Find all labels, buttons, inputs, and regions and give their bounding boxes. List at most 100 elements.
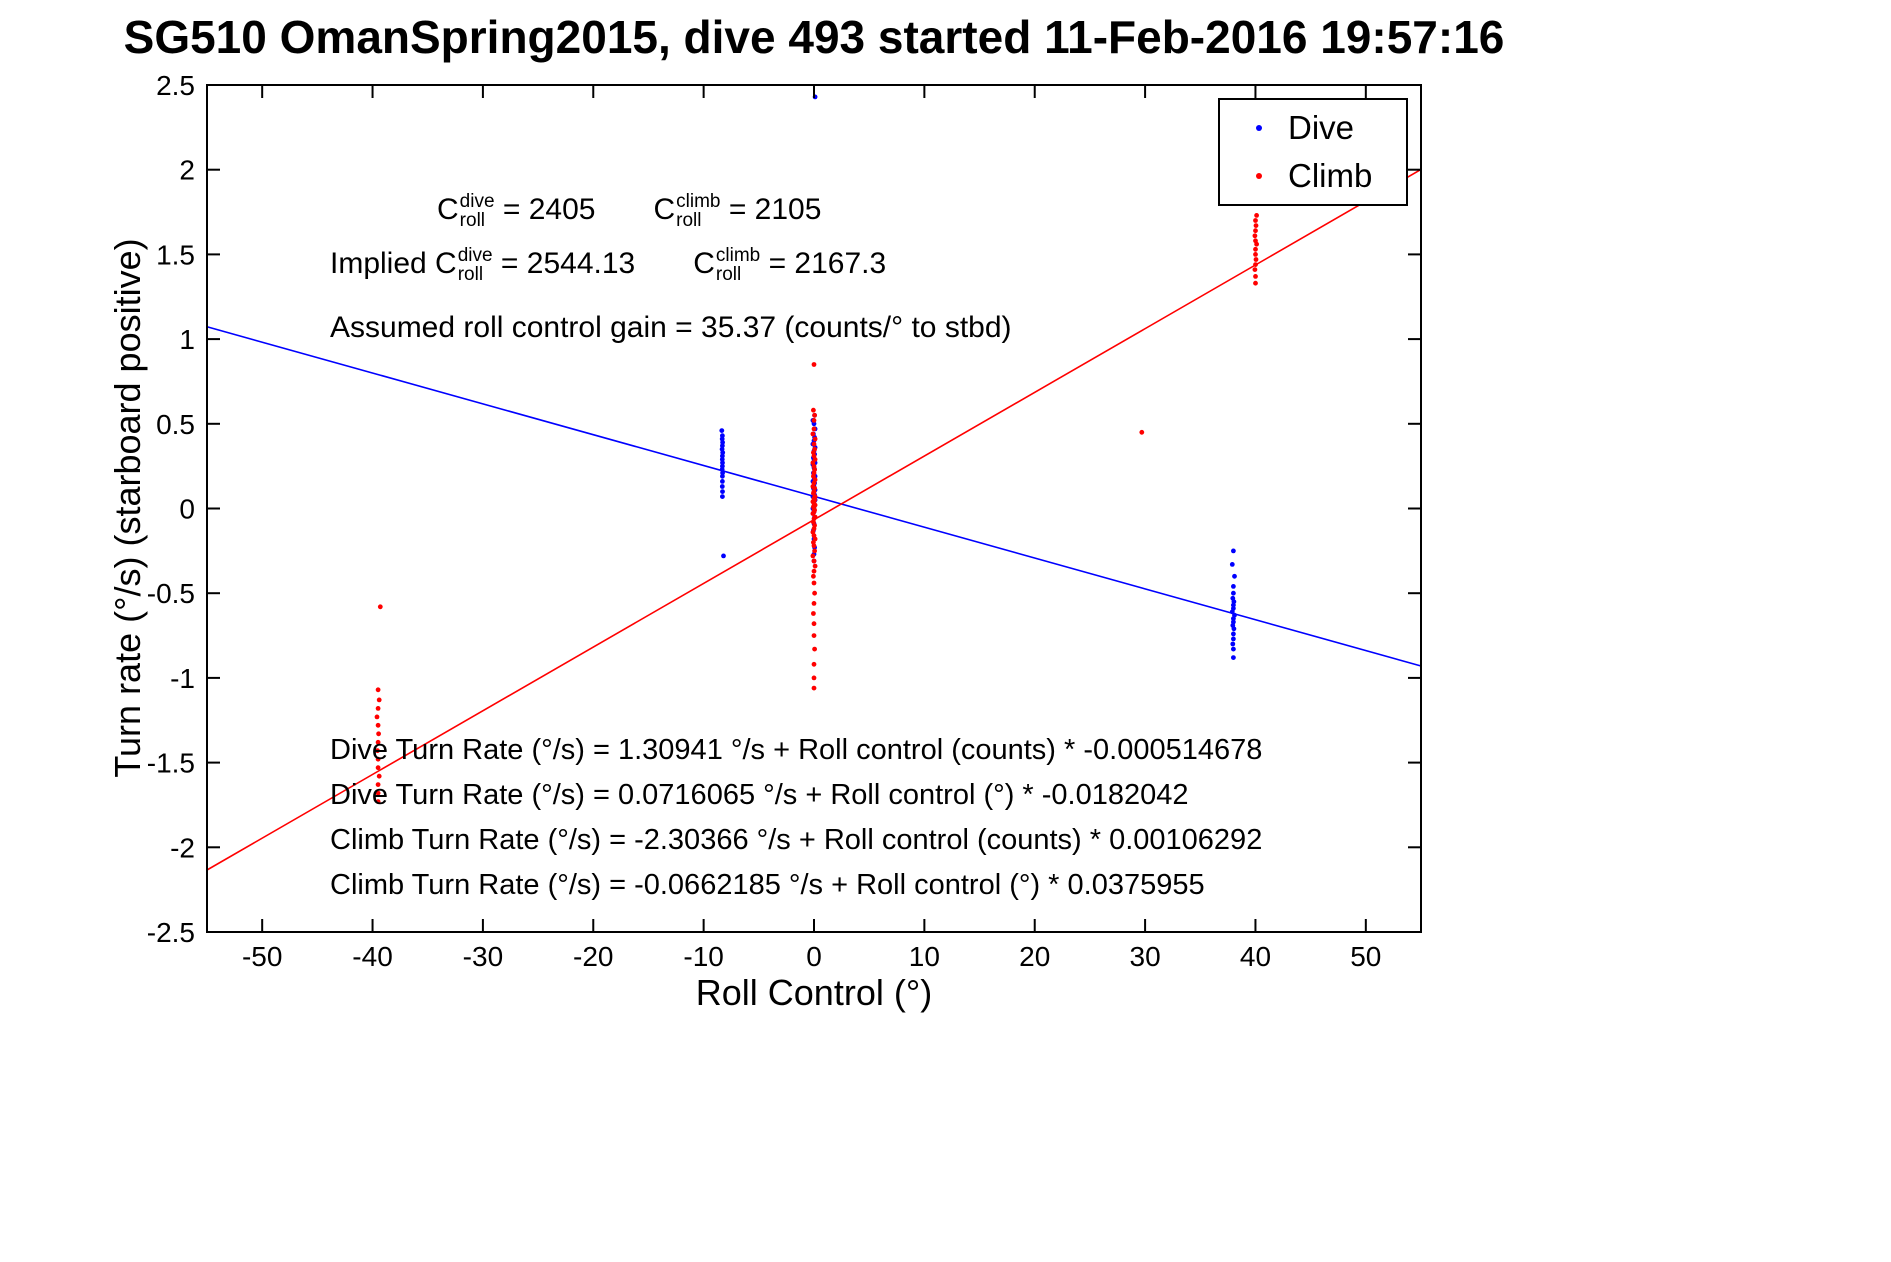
scatter-point xyxy=(810,431,816,437)
scatter-point xyxy=(1231,602,1236,608)
c-climb-sup: climb xyxy=(676,191,721,213)
legend-label-dive: Dive xyxy=(1288,109,1355,147)
x-tick-label: -30 xyxy=(463,941,503,972)
y-tick-label: -2.5 xyxy=(147,917,195,948)
scatter-point xyxy=(1231,646,1236,652)
x-tick-label: 30 xyxy=(1130,941,1161,972)
scatter-point xyxy=(1254,213,1259,218)
scatter-point xyxy=(375,748,380,754)
scatter-point xyxy=(812,412,817,418)
scatter-point xyxy=(1230,641,1236,647)
scatter-point xyxy=(720,479,725,484)
scatter-point xyxy=(811,685,817,691)
scatter-point xyxy=(812,563,818,569)
scatter-point xyxy=(1139,429,1145,435)
scatter-point xyxy=(720,453,725,459)
scatter-point xyxy=(1231,548,1236,554)
scatter-point xyxy=(377,604,383,610)
scatter-point xyxy=(1253,228,1258,234)
scatter-point xyxy=(376,697,382,703)
scatter-point xyxy=(812,548,817,554)
c-roll-climb-value: = 2105 xyxy=(720,193,822,226)
y-tick-label: 0 xyxy=(179,494,195,525)
scatter-point xyxy=(1231,616,1236,621)
y-tick-label: 1.5 xyxy=(156,239,195,270)
scatter-point xyxy=(1253,262,1258,267)
scatter-point xyxy=(811,441,817,447)
climb-marker-icon xyxy=(1256,172,1262,179)
legend-item-climb: Climb xyxy=(1220,157,1406,195)
y-tick-label: -2 xyxy=(170,832,195,863)
scatter-point xyxy=(1231,626,1237,632)
legend: Dive Climb xyxy=(1218,98,1408,206)
c-dive-sub: roll xyxy=(459,210,486,232)
scatter-point xyxy=(1252,267,1258,272)
scatter-point xyxy=(1253,218,1258,223)
scatter-point xyxy=(811,558,817,564)
implied-prefix: Implied xyxy=(330,247,436,280)
scatter-point xyxy=(1231,636,1236,642)
scatter-point xyxy=(812,646,817,652)
implied-c-roll-dive-value: = 2544.13 xyxy=(492,247,636,280)
scatter-point xyxy=(376,731,381,737)
scatter-point xyxy=(375,706,381,711)
chart-title: SG510 OmanSpring2015, dive 493 started 1… xyxy=(123,11,1505,63)
scatter-point xyxy=(811,362,817,367)
c-dive-sup: dive xyxy=(459,191,495,213)
scatter-point xyxy=(375,687,381,693)
y-tick-label: -1.5 xyxy=(147,748,195,779)
scatter-point xyxy=(375,790,381,796)
scatter-point xyxy=(811,601,817,606)
c-climb-sub: roll xyxy=(676,210,702,232)
legend-label-climb: Climb xyxy=(1288,156,1373,194)
scatter-point xyxy=(811,661,817,667)
scatter-point xyxy=(374,714,380,720)
x-axis-label: Roll Control (°) xyxy=(695,972,933,1013)
scatter-point xyxy=(1231,631,1236,637)
scatter-point xyxy=(812,457,818,462)
scatter-point xyxy=(811,543,817,549)
fit-equations-block: Dive Turn Rate (°/s) = 1.30941 °/s + Rol… xyxy=(330,728,1262,908)
scatter-point xyxy=(811,418,817,423)
fit-equation-dive-degrees: Dive Turn Rate (°/s) = 0.0716065 °/s + R… xyxy=(330,779,1189,811)
x-tick-label: 40 xyxy=(1240,941,1271,972)
scatter-point xyxy=(811,621,817,627)
scatter-point xyxy=(720,460,725,466)
scatter-point xyxy=(811,568,817,574)
scatter-point xyxy=(1229,562,1235,567)
scatter-point xyxy=(375,739,381,745)
scatter-point xyxy=(811,633,817,638)
y-tick-label: -0.5 xyxy=(147,578,195,609)
fit-equation-climb-counts: Climb Turn Rate (°/s) = -2.30366 °/s + R… xyxy=(330,824,1263,856)
scatter-point xyxy=(811,675,817,681)
scatter-point xyxy=(375,722,381,728)
implied-c-roll-climb-value: = 2167.3 xyxy=(760,247,887,280)
dive-marker-icon xyxy=(1256,125,1262,132)
y-tick-label: 1 xyxy=(179,324,195,355)
y-tick-label: 2 xyxy=(179,155,195,186)
x-tick-label: 10 xyxy=(909,941,940,972)
x-tick-label: -10 xyxy=(683,941,723,972)
scatter-point xyxy=(1253,257,1259,262)
scatter-point xyxy=(719,484,725,489)
scatter-point xyxy=(376,773,382,779)
scatter-point xyxy=(375,765,381,771)
scatter-point xyxy=(811,426,817,432)
climb-points-group xyxy=(374,213,1259,804)
scatter-point xyxy=(1231,655,1236,660)
scatter-point xyxy=(1231,584,1236,589)
scatter-point xyxy=(811,407,816,413)
x-tick-label: -20 xyxy=(573,941,613,972)
roll-control-gain-annotation: Assumed roll control gain = 35.37 (count… xyxy=(330,311,1012,344)
scatter-point xyxy=(1253,246,1258,252)
scatter-point xyxy=(1253,223,1259,229)
x-tick-label: -40 xyxy=(352,941,392,972)
scatter-point xyxy=(1254,241,1259,247)
scatter-point xyxy=(720,494,725,499)
scatter-point xyxy=(811,611,816,616)
x-tick-label: -50 xyxy=(242,941,282,972)
